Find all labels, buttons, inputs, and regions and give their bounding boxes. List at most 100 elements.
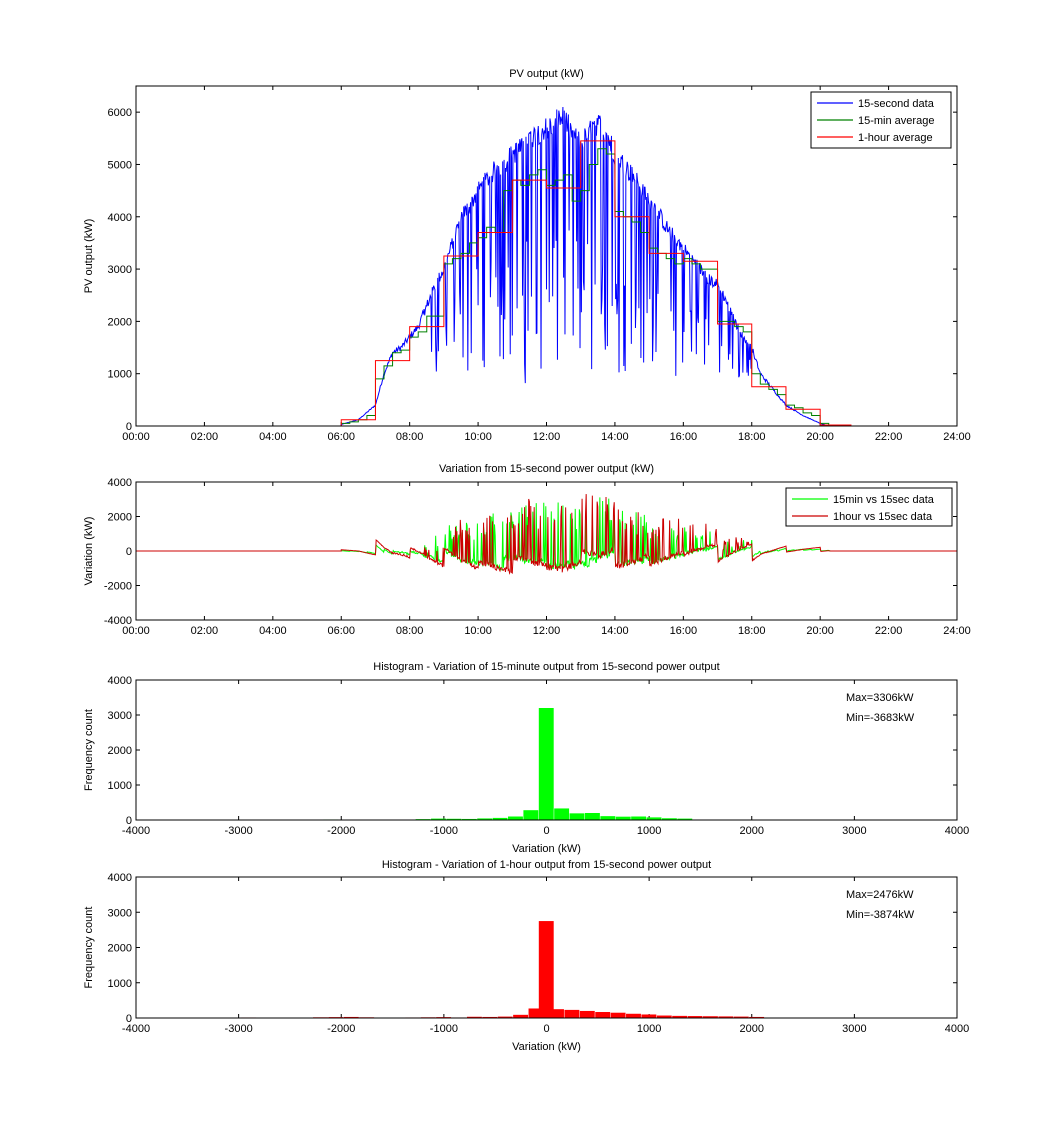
x-tick-label: 00:00	[122, 625, 150, 637]
x-tick-label: 4000	[945, 825, 969, 837]
y-tick-label: 5000	[108, 159, 132, 171]
chart-title: Variation from 15-second power output (k…	[439, 463, 654, 475]
chart-title: Histogram - Variation of 1-hour output f…	[382, 859, 711, 871]
x-tick-label: 22:00	[875, 431, 903, 443]
chart-0: 00:00 02:00 04:00 06:00 08:00 10:00 12:00 14:00…	[83, 68, 971, 443]
histogram-bar	[733, 1016, 749, 1018]
x-tick-label: 18:00	[738, 625, 766, 637]
annotation: Max=2476kW	[846, 889, 914, 901]
x-tick-label: -3000	[225, 825, 253, 837]
y-tick-label: -4000	[104, 615, 132, 627]
histogram-bar	[584, 813, 600, 820]
y-tick-label: 1000	[108, 978, 132, 990]
histogram-bar	[528, 1008, 544, 1018]
y-tick-label: 1000	[108, 369, 132, 381]
histogram-bar	[579, 1010, 595, 1018]
histogram-bar	[554, 808, 570, 820]
histogram-bar	[538, 708, 554, 820]
histogram-bar	[672, 1015, 688, 1018]
x-tick-label: 1000	[637, 1023, 661, 1035]
histogram-bar	[508, 816, 523, 820]
histogram-bar	[549, 1009, 564, 1018]
histogram-bar	[461, 818, 477, 820]
x-tick-label: 20:00	[806, 431, 834, 443]
series-15-second-line	[136, 107, 957, 426]
y-tick-label: 1000	[108, 780, 132, 792]
x-tick-label: 10:00	[464, 625, 492, 637]
x-tick-label: 3000	[842, 825, 866, 837]
x-tick-label: 06:00	[327, 431, 355, 443]
x-tick-label: 14:00	[601, 431, 629, 443]
histogram-bar	[641, 1014, 657, 1018]
histogram-bar	[718, 1016, 734, 1018]
plot-frame	[135, 876, 958, 1019]
legend-label: 15-min average	[858, 115, 934, 127]
x-axis-label: Variation (kW)	[512, 843, 581, 855]
chart-title: PV output (kW)	[509, 68, 584, 80]
x-tick-label: 4000	[945, 1023, 969, 1035]
x-tick-label: 2000	[740, 1023, 764, 1035]
histogram-bar	[626, 1013, 641, 1018]
histogram-bar	[610, 1012, 626, 1018]
series-15min-vs-15sec-line	[136, 497, 957, 571]
histogram-bar	[523, 810, 539, 820]
histogram-bar	[661, 818, 677, 820]
x-tick-label: 14:00	[601, 625, 629, 637]
series-1hour-vs-15sec-line	[136, 494, 957, 575]
y-tick-label: 3000	[108, 710, 132, 722]
x-tick-label: 2000	[740, 825, 764, 837]
histogram-bar	[343, 1016, 359, 1018]
histogram-bar	[492, 817, 508, 820]
y-tick-label: 0	[126, 421, 132, 433]
plot-frame	[135, 85, 958, 427]
histogram-bar	[749, 1016, 765, 1018]
histogram-bar	[497, 1016, 513, 1018]
x-tick-label: 0	[543, 825, 549, 837]
x-tick-label: -4000	[122, 1023, 150, 1035]
histogram-bar	[703, 1016, 718, 1018]
histogram-bar	[656, 1015, 672, 1018]
x-tick-label: 22:00	[875, 625, 903, 637]
x-tick-label: 16:00	[670, 431, 698, 443]
histogram-bar	[646, 817, 662, 820]
chart-1: 00:00 02:00 04:00 06:00 08:00 10:00 12:00 14:00…	[83, 463, 971, 637]
y-tick-label: 0	[126, 1013, 132, 1025]
legend-label: 15-second data	[858, 98, 935, 110]
histogram-bar	[687, 1016, 703, 1018]
x-tick-label: 24:00	[943, 431, 971, 443]
y-tick-label: 4000	[108, 212, 132, 224]
x-tick-label: 02:00	[191, 625, 219, 637]
chart-3: -4000 -3000 -2000 -1000 0 1000 2000 3000 4000 0 10…	[83, 859, 969, 1053]
histogram-bar	[564, 1009, 580, 1018]
legend-label: 1hour vs 15sec data	[833, 511, 933, 523]
x-tick-label: 1000	[637, 825, 661, 837]
annotation: Min=-3683kW	[846, 712, 915, 724]
y-axis-label: Frequency count	[83, 709, 95, 791]
x-tick-label: 06:00	[327, 625, 355, 637]
histogram-bar	[477, 818, 493, 820]
x-tick-label: 10:00	[464, 431, 492, 443]
histogram-bar	[677, 818, 693, 820]
legend: 15-second data 15-min average 1-hour avera…	[810, 91, 952, 149]
y-tick-label: 4000	[108, 477, 132, 489]
annotation: Max=3306kW	[846, 692, 914, 704]
x-tick-label: 24:00	[943, 625, 971, 637]
series-1-hour-average-line	[340, 140, 852, 426]
y-tick-label: 0	[126, 546, 132, 558]
x-tick-label: 0	[543, 1023, 549, 1035]
x-tick-label: 3000	[842, 1023, 866, 1035]
y-tick-label: -2000	[104, 581, 132, 593]
histogram-bar	[538, 921, 554, 1018]
x-axis-label: Variation (kW)	[512, 1041, 581, 1053]
legend-label: 15min vs 15sec data	[833, 494, 935, 506]
x-tick-label: -4000	[122, 825, 150, 837]
y-tick-label: 2000	[108, 316, 132, 328]
x-tick-label: 04:00	[259, 431, 287, 443]
x-tick-label: 16:00	[670, 625, 698, 637]
y-tick-label: 2000	[108, 745, 132, 757]
y-tick-label: 4000	[108, 675, 132, 687]
x-tick-label: 02:00	[191, 431, 219, 443]
x-tick-label: 12:00	[533, 625, 561, 637]
y-axis-label: PV output (kW)	[83, 219, 95, 294]
